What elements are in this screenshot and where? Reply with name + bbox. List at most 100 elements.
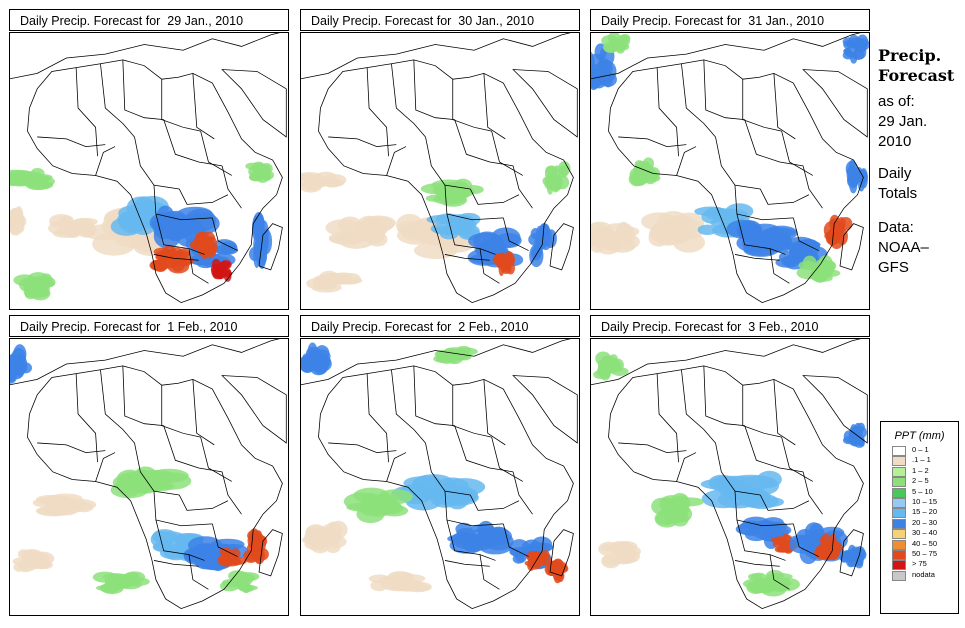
legend-swatch: [892, 518, 906, 529]
legend-swatch: [892, 539, 906, 550]
rain-cell: [211, 258, 221, 270]
rain-cell: [362, 496, 388, 512]
boundary-line: [328, 136, 397, 147]
legend-item: 40 – 50: [881, 539, 958, 550]
rain-cell: [739, 475, 780, 496]
boundaries: [10, 339, 287, 610]
legend-swatch: [892, 570, 906, 581]
boundary-line: [211, 523, 238, 557]
boundary-line: [153, 491, 213, 527]
rain-cell: [799, 543, 818, 565]
boundary-line: [425, 136, 471, 190]
rain-cell: [827, 228, 837, 247]
boundary-line: [676, 146, 697, 176]
rain-cell: [633, 165, 644, 174]
boundary-line: [742, 385, 782, 438]
boundary-line: [512, 165, 533, 209]
boundary-line: [734, 560, 780, 567]
boundary-line: [769, 248, 790, 284]
legend-item: 0 – 1: [881, 445, 958, 456]
boundary-line: [703, 59, 745, 120]
rain-cell: [819, 260, 835, 276]
rain-cell: [597, 363, 613, 372]
boundary-line: [155, 213, 205, 255]
panel-title: Daily Precip. Forecast for 30 Jan., 2010: [300, 9, 580, 31]
rain-cell: [328, 235, 363, 244]
boundary-line: [37, 442, 106, 453]
rainfall-layer: [10, 344, 269, 595]
rain-cell: [839, 217, 853, 231]
boundary-line: [446, 519, 496, 561]
boundary-line: [161, 79, 201, 132]
boundary-line: [301, 33, 571, 80]
boundary-line: [258, 223, 283, 271]
boundary-line: [715, 136, 761, 190]
panel-title: Daily Precip. Forecast for 2 Feb., 2010: [300, 315, 580, 337]
boundary-line: [122, 59, 164, 120]
boundary-line: [773, 379, 796, 446]
legend-swatch: [892, 446, 906, 456]
rain-cell: [151, 217, 179, 231]
rain-cell: [118, 579, 133, 588]
rain-cell: [789, 534, 816, 545]
rain-cell: [846, 165, 857, 184]
legend-swatch: [892, 456, 906, 467]
boundary-line: [792, 217, 819, 251]
legend-label: 10 – 15: [912, 496, 938, 506]
rain-cell: [591, 67, 601, 82]
boundary-line: [10, 339, 280, 386]
rain-cell: [130, 469, 155, 488]
rain-cell: [92, 571, 118, 583]
forecast-panel-1: Daily Precip. Forecast for 29 Jan., 2010: [9, 9, 291, 313]
rain-cell: [40, 280, 55, 288]
rain-cell: [541, 549, 550, 560]
rain-cell: [765, 570, 784, 582]
rain-cell: [845, 49, 853, 58]
boundary-line: [759, 494, 810, 511]
rain-cell: [747, 573, 763, 581]
rain-cell: [394, 580, 420, 592]
rain-cell: [602, 371, 611, 379]
boundary-line: [479, 554, 500, 590]
rain-cell: [604, 223, 630, 236]
boundary-line: [134, 136, 180, 190]
rain-cell: [49, 493, 83, 504]
boundary-line: [502, 217, 529, 251]
rain-cell: [749, 582, 771, 593]
rain-cell: [553, 569, 562, 584]
forecast-map: [590, 338, 870, 616]
legend-item: 20 – 30: [881, 518, 958, 529]
boundary-line: [163, 425, 223, 473]
legend-swatch: [892, 487, 906, 498]
data-source-2: GFS: [878, 259, 909, 276]
rain-cell: [177, 248, 191, 258]
rain-cell: [313, 349, 331, 364]
rain-cell: [368, 574, 391, 584]
legend-item: > 75: [881, 559, 958, 571]
rainfall-layer: [10, 161, 275, 301]
rain-cell: [256, 548, 269, 561]
rain-cell: [641, 212, 677, 231]
rain-cell: [46, 504, 83, 514]
rain-cell: [495, 232, 522, 249]
rain-cell: [62, 223, 80, 235]
boundary-line: [386, 452, 407, 482]
rain-cell: [530, 228, 541, 240]
boundary-line: [178, 494, 229, 511]
rain-cell: [451, 532, 475, 545]
boundary-line: [75, 67, 98, 157]
boundary-line: [413, 365, 455, 426]
rain-cell: [837, 226, 845, 238]
legend-item: 1 – 2: [881, 466, 958, 477]
asof-date: 29 Jan.: [878, 113, 928, 130]
rain-cell: [610, 233, 640, 251]
boundary-line: [618, 136, 687, 147]
boundary-line: [469, 188, 520, 205]
rain-cell: [798, 260, 817, 270]
rain-cell: [10, 366, 18, 384]
boundaries: [591, 339, 868, 610]
legend-title: PPT (mm): [894, 430, 945, 442]
rain-cell: [854, 38, 869, 51]
forecast-panel-5: Daily Precip. Forecast for 2 Feb., 2010: [300, 315, 582, 619]
